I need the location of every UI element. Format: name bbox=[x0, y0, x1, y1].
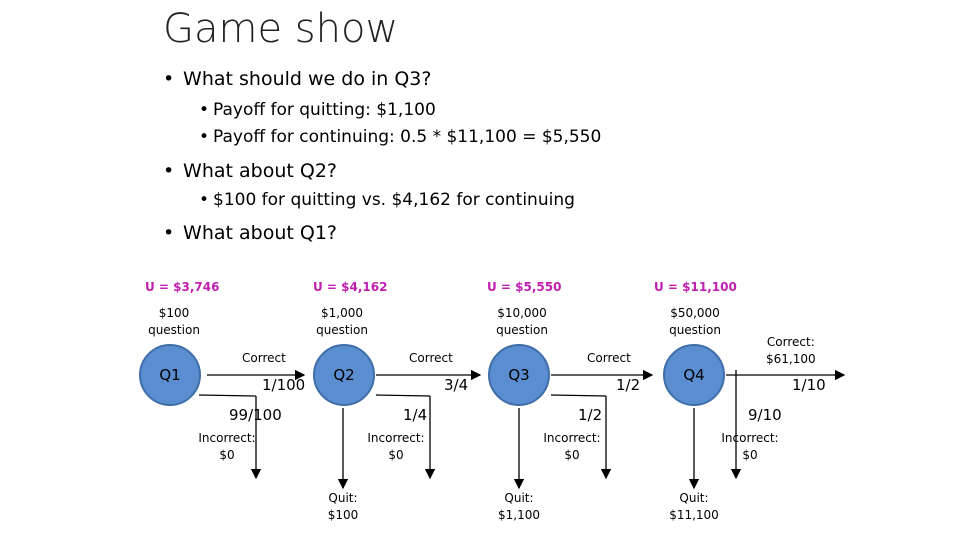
quit-value: $100 bbox=[327, 508, 359, 522]
final-correct-label: Correct: $61,100 bbox=[766, 334, 816, 368]
quit-outcome-q2: Quit: $100 bbox=[313, 490, 373, 524]
correct-label-q3: Correct bbox=[587, 351, 631, 365]
question-value-q2: $1,000 question bbox=[306, 305, 378, 339]
incorrect-prob-q4: 9/10 bbox=[748, 406, 782, 424]
quit-word: Quit: bbox=[679, 491, 709, 505]
quit-word: Quit: bbox=[504, 491, 534, 505]
quit-value: $1,100 bbox=[498, 508, 540, 522]
sub-bullet-q2-compare: • $100 for quitting vs. $4,162 for contin… bbox=[199, 190, 575, 210]
slide-title: Game show bbox=[163, 6, 399, 52]
question-word: question bbox=[669, 323, 721, 337]
quit-word: Quit: bbox=[328, 491, 358, 505]
sub-bullet-text: Payoff for quitting: $1,100 bbox=[213, 100, 436, 120]
incorrect-outcome-q2: Incorrect: $0 bbox=[366, 430, 426, 464]
node-q2: Q2 bbox=[313, 344, 375, 406]
incorrect-prob-q2: 1/4 bbox=[403, 406, 428, 424]
correct-label-q1: Correct bbox=[242, 351, 286, 365]
bullet-q1: • What about Q1? bbox=[163, 222, 337, 244]
correct-prob-q4: 1/10 bbox=[792, 376, 826, 394]
utility-q3: U = $5,550 bbox=[487, 280, 562, 294]
final-correct-value: $61,100 bbox=[766, 352, 816, 366]
question-value-q3: $10,000 question bbox=[486, 305, 558, 339]
question-value-q1: $100 question bbox=[138, 305, 210, 339]
utility-q2: U = $4,162 bbox=[313, 280, 388, 294]
incorrect-connector-q2 bbox=[375, 394, 431, 397]
question-word: question bbox=[148, 323, 200, 337]
question-word: question bbox=[496, 323, 548, 337]
bullet-glyph: • bbox=[163, 160, 175, 182]
correct-label-q2: Correct bbox=[409, 351, 453, 365]
question-amount: $10,000 bbox=[497, 306, 547, 320]
incorrect-outcome-q3: Incorrect: $0 bbox=[542, 430, 602, 464]
quit-value: $11,100 bbox=[669, 508, 719, 522]
sub-bullet-text: $100 for quitting vs. $4,162 for continu… bbox=[213, 190, 575, 210]
incorrect-outcome-q4: Incorrect: $0 bbox=[720, 430, 780, 464]
question-word: question bbox=[316, 323, 368, 337]
incorrect-value: $0 bbox=[219, 448, 235, 462]
quit-outcome-q4: Quit: $11,100 bbox=[664, 490, 724, 524]
question-amount: $50,000 bbox=[670, 306, 720, 320]
incorrect-connector-q1 bbox=[198, 394, 257, 397]
bullet-glyph: • bbox=[163, 222, 175, 244]
node-q1: Q1 bbox=[139, 344, 201, 406]
incorrect-prob-q3: 1/2 bbox=[578, 406, 603, 424]
node-q3: Q3 bbox=[488, 344, 550, 406]
utility-q1: U = $3,746 bbox=[145, 280, 220, 294]
final-correct-word: Correct: bbox=[766, 335, 815, 349]
question-amount: $100 bbox=[158, 306, 190, 320]
incorrect-prob-q1: 99/100 bbox=[229, 406, 282, 424]
incorrect-word: Incorrect: bbox=[543, 431, 601, 445]
utility-q4: U = $11,100 bbox=[654, 280, 737, 294]
correct-prob-q1: 1/100 bbox=[262, 376, 306, 394]
bullet-glyph: • bbox=[199, 100, 210, 120]
correct-prob-q3: 1/2 bbox=[616, 376, 641, 394]
sub-bullet-quit-payoff: • Payoff for quitting: $1,100 bbox=[199, 100, 436, 120]
bullet-q2: • What about Q2? bbox=[163, 160, 337, 182]
bullet-text: What should we do in Q3? bbox=[183, 68, 432, 90]
sub-bullet-text: Payoff for continuing: 0.5 * $11,100 = $… bbox=[213, 127, 602, 147]
sub-bullet-continue-payoff: • Payoff for continuing: 0.5 * $11,100 = … bbox=[199, 127, 601, 147]
incorrect-value: $0 bbox=[742, 448, 758, 462]
incorrect-value: $0 bbox=[564, 448, 580, 462]
node-q4: Q4 bbox=[663, 344, 725, 406]
quit-outcome-q3: Quit: $1,100 bbox=[489, 490, 549, 524]
bullet-glyph: • bbox=[199, 190, 210, 210]
bullet-text: What about Q1? bbox=[183, 222, 337, 244]
question-value-q4: $50,000 question bbox=[659, 305, 731, 339]
incorrect-value: $0 bbox=[388, 448, 404, 462]
bullet-glyph: • bbox=[199, 127, 210, 147]
bullet-glyph: • bbox=[163, 68, 175, 90]
incorrect-word: Incorrect: bbox=[367, 431, 425, 445]
question-amount: $1,000 bbox=[321, 306, 363, 320]
correct-prob-q2: 3/4 bbox=[444, 376, 469, 394]
incorrect-outcome-q1: Incorrect: $0 bbox=[197, 430, 257, 464]
incorrect-connector-q3 bbox=[550, 394, 607, 397]
incorrect-word: Incorrect: bbox=[721, 431, 779, 445]
bullet-q3: • What should we do in Q3? bbox=[163, 68, 431, 90]
incorrect-word: Incorrect: bbox=[198, 431, 256, 445]
bullet-text: What about Q2? bbox=[183, 160, 337, 182]
